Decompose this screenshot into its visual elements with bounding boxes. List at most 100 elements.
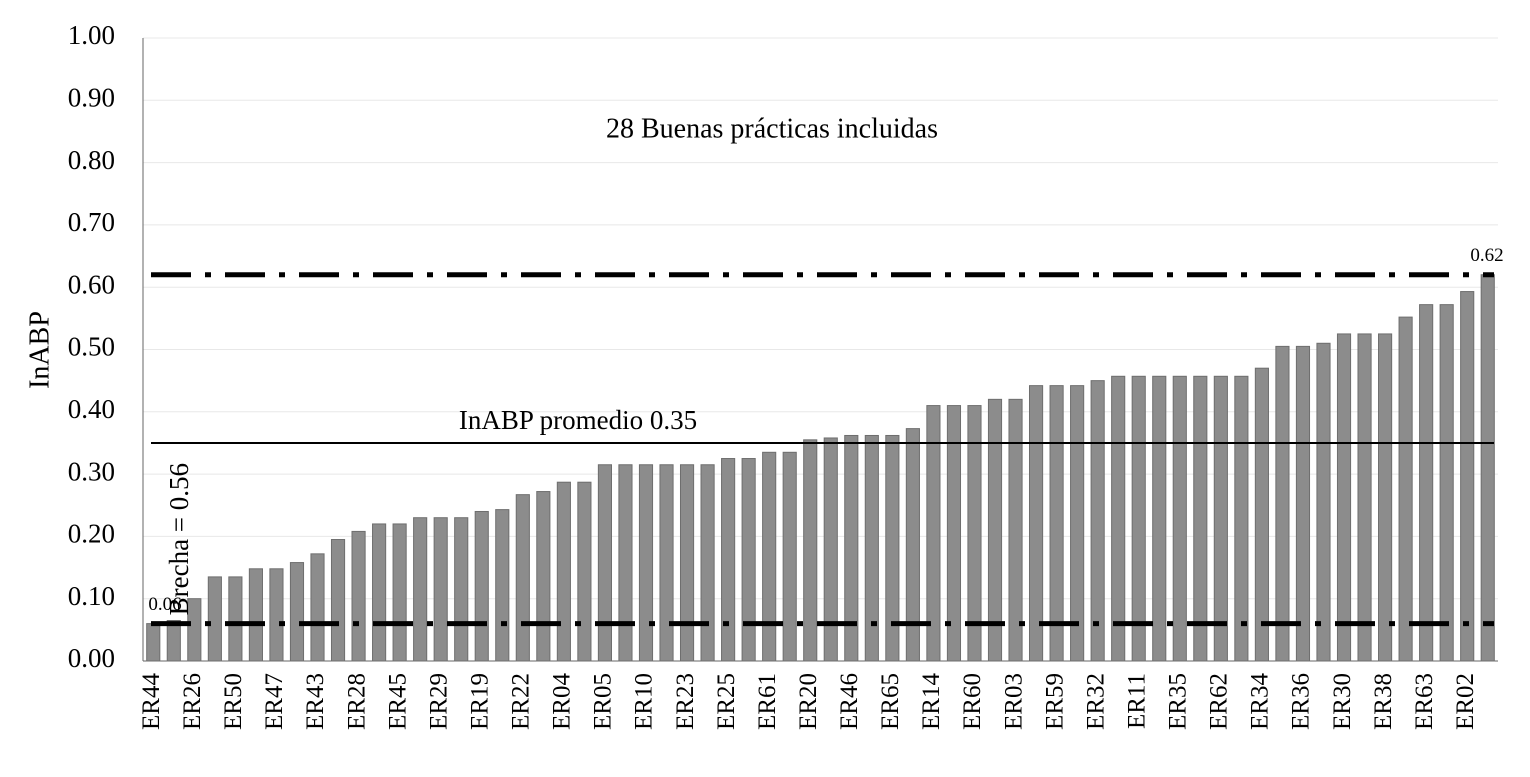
- bar: [700, 464, 715, 662]
- reference-line-label: 0.62: [1470, 245, 1503, 266]
- x-tick-label: ER47: [261, 673, 288, 730]
- bar: [187, 598, 202, 662]
- x-tick-label: ER50: [220, 673, 247, 730]
- annotation: 28 Buenas prácticas incluidas: [606, 113, 938, 144]
- x-tick-label: ER45: [384, 673, 411, 730]
- x-tick-label: ER60: [959, 673, 986, 730]
- bar: [1480, 274, 1495, 662]
- bar: [228, 576, 243, 662]
- x-tick-label: ER59: [1041, 673, 1068, 730]
- y-tick-label: 0.80: [68, 145, 115, 175]
- y-tick-label: 0.30: [68, 456, 115, 486]
- bar: [946, 405, 962, 662]
- x-tick-label: ER38: [1370, 673, 1397, 730]
- bar: [577, 481, 592, 662]
- bar: [1234, 375, 1249, 662]
- x-tick-label: ER26: [179, 673, 206, 730]
- bar: [269, 568, 284, 662]
- x-tick-label: ER11: [1123, 673, 1150, 729]
- x-tick-label: ER10: [631, 673, 658, 730]
- bar: [146, 623, 161, 662]
- bar: [1398, 316, 1413, 662]
- x-tick-label: ER36: [1288, 673, 1315, 730]
- x-tick-label: ER30: [1329, 673, 1356, 730]
- x-tick-label: ER28: [343, 673, 370, 730]
- mean-line-label: InABP promedio 0.35: [459, 405, 697, 435]
- x-tick-label: ER63: [1411, 673, 1438, 730]
- bar: [1090, 380, 1105, 662]
- bar: [1193, 375, 1208, 662]
- bar: [844, 434, 859, 662]
- x-tick-label: ER44: [138, 673, 165, 730]
- bar: [351, 530, 366, 662]
- bar: [289, 562, 305, 662]
- bar: [1357, 333, 1372, 662]
- bar: [413, 517, 428, 662]
- x-tick-label: ER34: [1247, 673, 1274, 730]
- bar: [618, 464, 633, 662]
- bar: [1439, 304, 1454, 662]
- bar: [782, 451, 797, 662]
- bar: [372, 523, 387, 662]
- bar: [987, 398, 1003, 662]
- bar: [638, 464, 654, 662]
- x-tick-label: ER20: [795, 673, 822, 730]
- y-tick-label: 0.10: [68, 581, 115, 611]
- bar: [1049, 385, 1064, 662]
- y-tick-label: 0.90: [68, 83, 115, 113]
- bar: [166, 620, 181, 662]
- bar: [1295, 345, 1311, 662]
- bar: [330, 539, 346, 662]
- x-tick-label: ER23: [672, 673, 699, 730]
- bar: [741, 458, 756, 662]
- y-tick-label: 0.50: [68, 332, 115, 362]
- bar: [1460, 291, 1475, 662]
- x-tick-label: ER19: [466, 673, 493, 730]
- bar: [885, 434, 900, 662]
- gap-label: Brecha = 0.56: [164, 463, 194, 615]
- bar: [248, 568, 263, 662]
- bar: [433, 517, 448, 662]
- x-tick-label: ER05: [590, 673, 617, 730]
- x-tick-label: ER14: [918, 673, 945, 730]
- bar: [310, 553, 325, 662]
- x-tick-label: ER22: [508, 673, 535, 730]
- bar: [1336, 333, 1352, 662]
- bar: [495, 509, 510, 662]
- x-tick-label: ER02: [1452, 673, 1479, 730]
- x-tick-label: ER35: [1165, 673, 1192, 730]
- bar: [1316, 342, 1331, 662]
- bar: [536, 491, 551, 662]
- bar: [926, 405, 941, 662]
- bar: [515, 494, 530, 662]
- bar: [864, 434, 879, 662]
- bar: [1213, 375, 1228, 662]
- x-tick-label: ER61: [754, 673, 781, 730]
- bar: [823, 437, 838, 662]
- bar: [679, 464, 695, 662]
- x-tick-label: ER03: [1000, 673, 1027, 730]
- x-tick-label: ER04: [549, 673, 576, 730]
- bar: [1131, 375, 1146, 662]
- y-axis-label: InABP: [24, 311, 55, 389]
- x-tick-label: ER65: [877, 673, 904, 730]
- bar: [1275, 345, 1290, 662]
- bar: [1152, 375, 1167, 662]
- y-tick-label: 0.60: [68, 269, 115, 299]
- x-tick-label: ER32: [1082, 673, 1109, 730]
- bar: [1172, 375, 1187, 662]
- y-tick-label: 0.40: [68, 394, 115, 424]
- reference-line-label: 0.06: [148, 594, 181, 615]
- x-tick-label: ER25: [713, 673, 740, 730]
- bar: [474, 510, 489, 662]
- bar: [762, 451, 777, 662]
- bar: [803, 439, 818, 662]
- bar: [392, 523, 407, 662]
- bar: [905, 428, 920, 662]
- bar: [1070, 385, 1085, 662]
- bar: [659, 464, 674, 662]
- bar: [1111, 375, 1126, 662]
- x-tick-label: ER62: [1206, 673, 1233, 730]
